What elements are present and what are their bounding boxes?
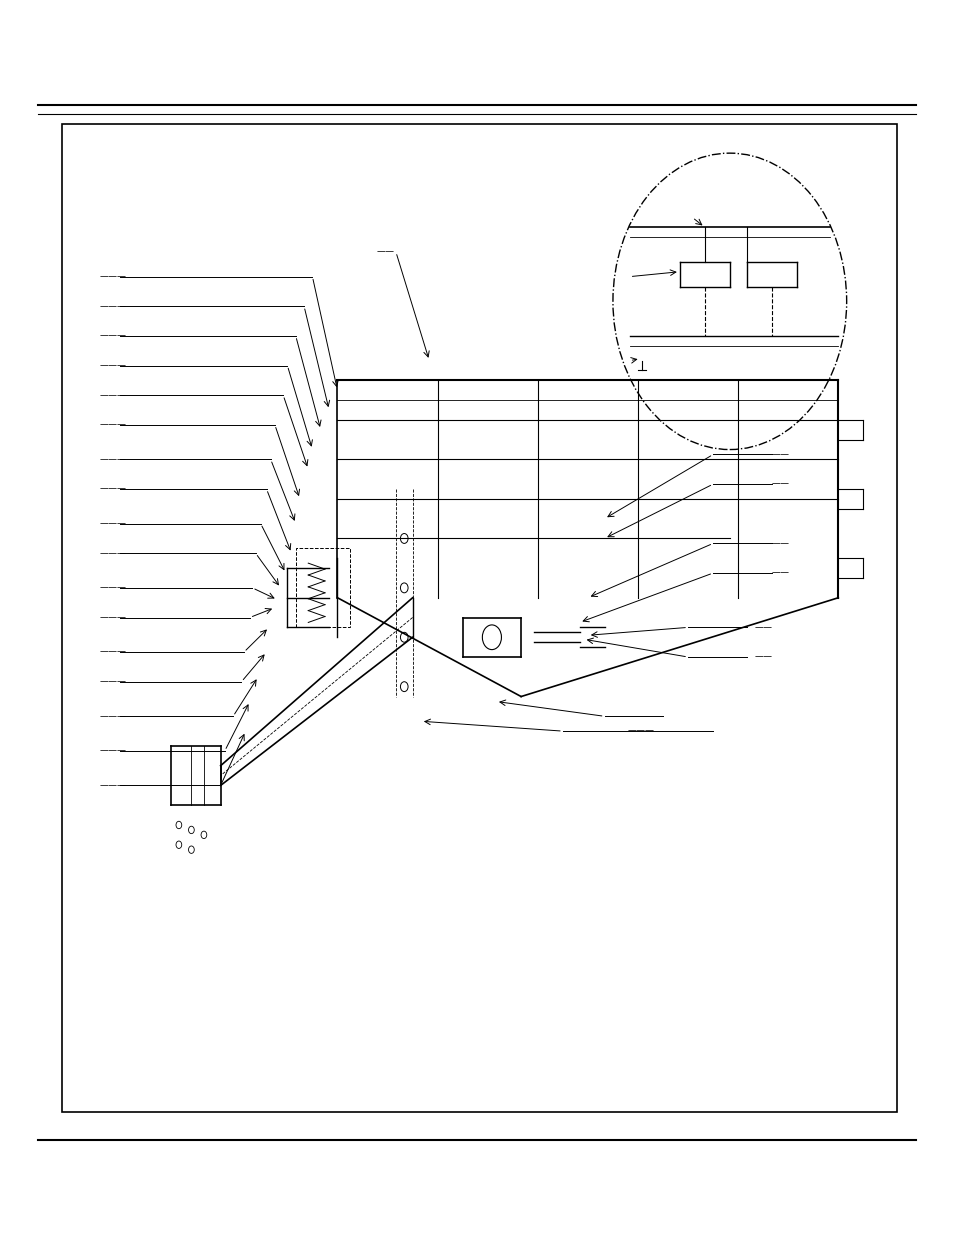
Text: ———: ——— — [99, 548, 127, 558]
Text: ———: ——— — [99, 647, 127, 657]
Text: ———: ——— — [99, 519, 127, 529]
Text: ——: —— — [771, 479, 789, 489]
Text: ——: —— — [771, 568, 789, 578]
Bar — [295, 548, 350, 627]
Text: ———: ——— — [99, 390, 127, 400]
Text: ———: ——— — [99, 420, 127, 430]
Text: ——: —— — [771, 538, 789, 548]
Text: ———: ——— — [99, 361, 127, 370]
Text: ———: ——— — [626, 726, 654, 736]
Text: ———: ——— — [99, 454, 127, 464]
Text: ———: ——— — [99, 781, 127, 790]
Text: ———: ——— — [99, 677, 127, 687]
Text: ———: ——— — [99, 746, 127, 756]
Text: ———: ——— — [99, 301, 127, 311]
Text: ——: —— — [754, 622, 772, 632]
Text: ——: —— — [754, 652, 772, 662]
Text: ———: ——— — [99, 484, 127, 494]
Text: ———: ——— — [99, 613, 127, 622]
Text: ———: ——— — [99, 331, 127, 341]
Bar — [62, 124, 896, 1112]
Text: ———: ——— — [99, 272, 127, 282]
Text: ——: —— — [771, 450, 789, 459]
Text: ———: ——— — [99, 583, 127, 593]
Text: ———: ——— — [99, 711, 127, 721]
Text: ——: —— — [376, 247, 395, 257]
